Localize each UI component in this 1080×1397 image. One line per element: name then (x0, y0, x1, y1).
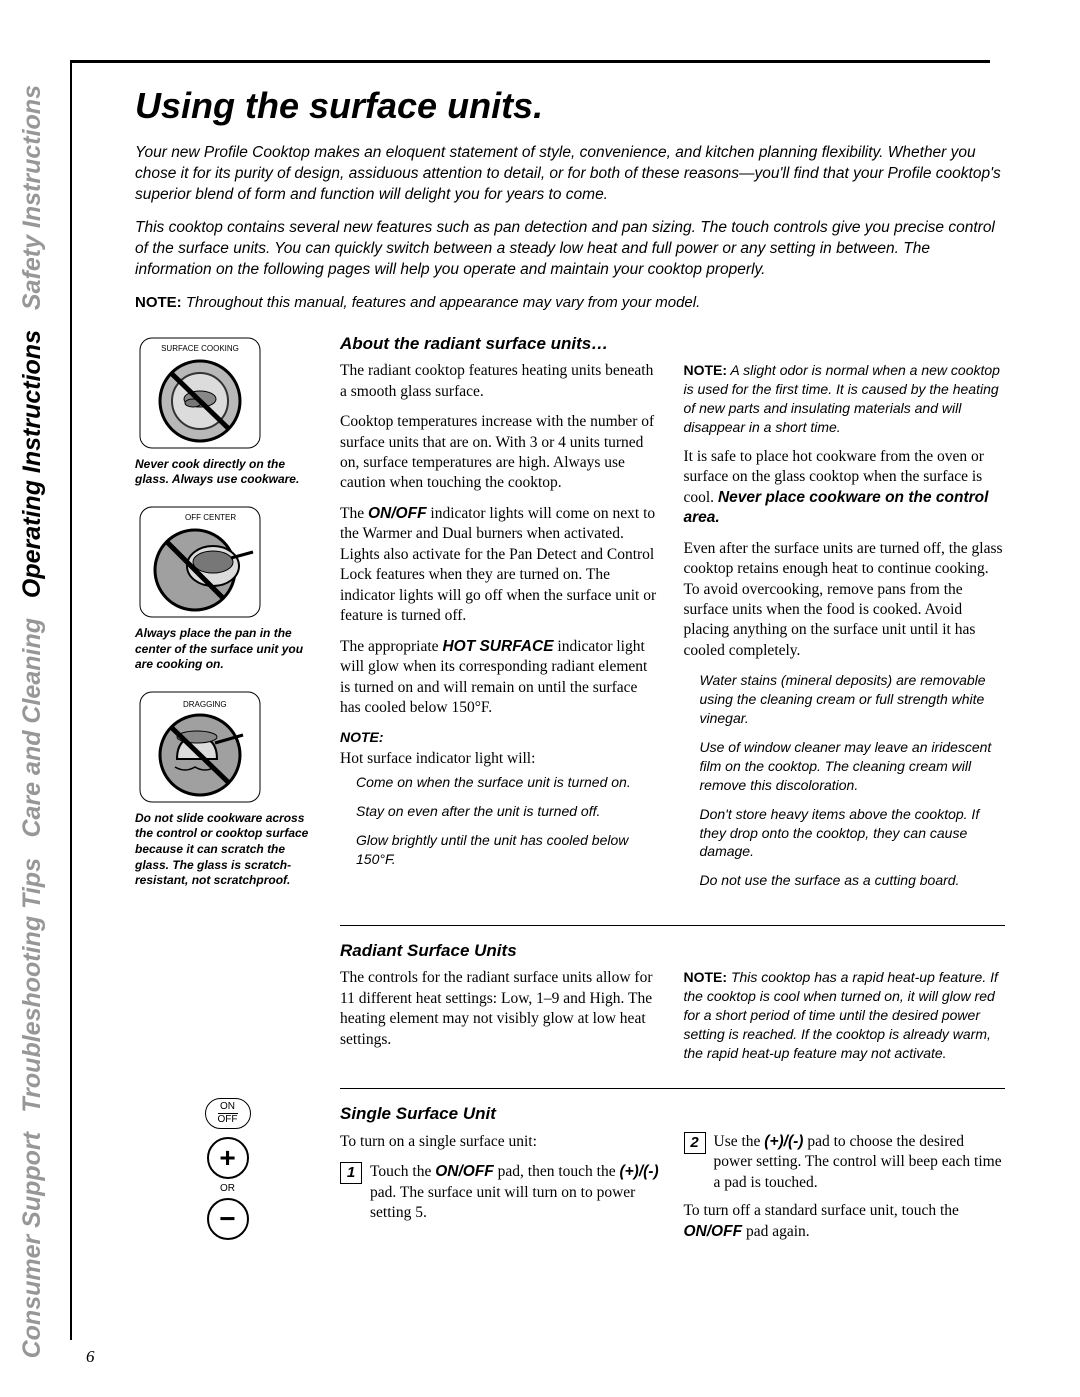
single-diagram-col: ON OFF + OR − (135, 1084, 320, 1242)
about-rp1: NOTE: A slight odor is normal when a new… (684, 361, 1006, 437)
svg-text:SURFACE COOKING: SURFACE COOKING (161, 344, 239, 353)
minus-pad-icon: − (207, 1198, 249, 1240)
side-tabs: Safety Instructions Operating Instructio… (18, 75, 64, 1335)
about-rli1: Water stains (mineral deposits) are remo… (700, 671, 1006, 728)
svg-text:OFF CENTER: OFF CENTER (185, 513, 236, 522)
section-single: ON OFF + OR − Single Surface Unit To tur… (135, 1084, 1005, 1242)
section-radiant: Radiant Surface Units The controls for t… (135, 921, 1005, 1067)
side-tab-support: Consumer Support (18, 1122, 64, 1368)
fig3-caption: Do not slide cookware across the control… (135, 811, 320, 889)
figure-dragging: DRAGGING Do not slide cookware across th… (135, 687, 320, 889)
figure-off-center: OFF CENTER Always place the pan in the c… (135, 502, 320, 673)
about-p3: The ON/OFF indicator lights will come on… (340, 504, 662, 627)
svg-text:DRAGGING: DRAGGING (183, 700, 227, 709)
about-p5: Hot surface indicator light will: (340, 749, 662, 769)
page-top-rule (70, 60, 990, 63)
radiant-heading: Radiant Surface Units (340, 940, 1005, 962)
about-p2: Cooktop temperatures increase with the n… (340, 412, 662, 494)
step-1: 1 Touch the ON/OFF pad, then touch the (… (340, 1162, 662, 1223)
side-tab-troubleshooting: Troubleshooting Tips (18, 848, 64, 1123)
single-divider (340, 1088, 1005, 1089)
about-p1: The radiant cooktop features heating uni… (340, 361, 662, 402)
page-title: Using the surface units. (135, 85, 1005, 127)
page-content: Using the surface units. Your new Profil… (135, 85, 1005, 1260)
intro-p1: Your new Profile Cooktop makes an eloque… (135, 143, 1005, 206)
fig2-caption: Always place the pan in the center of th… (135, 626, 320, 673)
about-p4: The appropriate HOT SURFACE indicator li… (340, 637, 662, 719)
intro-note-text: Throughout this manual, features and app… (182, 294, 701, 311)
about-li2: Stay on even after the unit is turned of… (356, 802, 662, 821)
dragging-icon: DRAGGING (135, 687, 265, 807)
about-li3: Glow brightly until the unit has cooled … (356, 831, 662, 869)
radiant-fig-spacer (135, 921, 320, 1067)
radiant-p1: The controls for the radiant surface uni… (340, 968, 662, 1050)
diag-or: OR (135, 1183, 320, 1194)
side-tab-care: Care and Cleaning (18, 608, 64, 848)
radiant-body: Radiant Surface Units The controls for t… (340, 921, 1005, 1067)
step-1-num: 1 (340, 1162, 362, 1184)
step-2: 2 Use the (+)/(-) pad to choose the desi… (684, 1132, 1006, 1193)
intro-note-label: NOTE: (135, 294, 182, 311)
onoff-diagram: ON OFF + OR − (135, 1098, 320, 1242)
no-cook-on-glass-icon: SURFACE COOKING (135, 333, 265, 453)
diag-on-label: ON (218, 1102, 238, 1114)
side-tab-operating: Operating Instructions (18, 320, 64, 608)
radiant-note: NOTE: This cooktop has a rapid heat-up f… (684, 968, 1006, 1062)
about-note-h: NOTE: (340, 728, 662, 746)
single-rp1: To turn off a standard surface unit, tou… (684, 1201, 1006, 1242)
onoff-pill: ON OFF (205, 1098, 251, 1129)
diag-off-label: OFF (218, 1115, 238, 1125)
intro-p2: This cooktop contains several new featur… (135, 218, 1005, 281)
single-heading: Single Surface Unit (340, 1103, 1005, 1125)
step-2-num: 2 (684, 1132, 706, 1154)
page-left-rule (70, 60, 72, 1340)
about-li1: Come on when the surface unit is turned … (356, 773, 662, 792)
intro-block: Your new Profile Cooktop makes an eloque… (135, 143, 1005, 313)
about-text: About the radiant surface units… The rad… (340, 333, 1005, 903)
about-heading: About the radiant surface units… (340, 333, 1005, 355)
about-rp2: It is safe to place hot cookware from th… (684, 447, 1006, 529)
about-rli4: Do not use the surface as a cutting boar… (700, 871, 1006, 890)
about-rli2: Use of window cleaner may leave an iride… (700, 738, 1006, 795)
plus-pad-icon: + (207, 1137, 249, 1179)
about-rli3: Don't store heavy items above the cookto… (700, 805, 1006, 862)
intro-note: NOTE: Throughout this manual, features a… (135, 293, 1005, 313)
figure-surface-cooking: SURFACE COOKING Never cook directly on t… (135, 333, 320, 488)
off-center-icon: OFF CENTER (135, 502, 265, 622)
single-p1: To turn on a single surface unit: (340, 1132, 662, 1152)
section-about: SURFACE COOKING Never cook directly on t… (135, 333, 1005, 903)
about-rp3: Even after the surface units are turned … (684, 539, 1006, 662)
step-1-text: Touch the ON/OFF pad, then touch the (+)… (370, 1162, 662, 1223)
single-body: Single Surface Unit To turn on a single … (340, 1084, 1005, 1242)
step-2-text: Use the (+)/(-) pad to choose the desire… (714, 1132, 1006, 1193)
figures-column: SURFACE COOKING Never cook directly on t… (135, 333, 320, 903)
side-tab-safety: Safety Instructions (18, 75, 64, 320)
page-number: 6 (86, 1347, 95, 1367)
fig1-caption: Never cook directly on the glass. Always… (135, 457, 320, 488)
radiant-divider (340, 925, 1005, 926)
